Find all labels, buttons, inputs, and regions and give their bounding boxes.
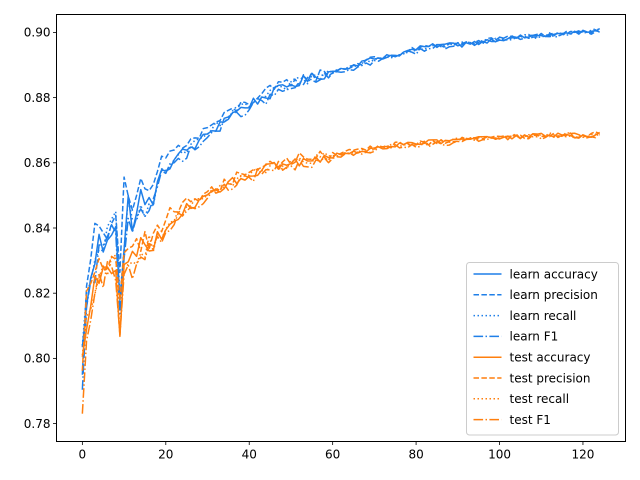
series-line-learn-accuracy — [81, 29, 601, 348]
legend-label-test-accuracy: test accuracy — [510, 351, 591, 365]
series-line-test-precision — [81, 131, 600, 371]
series-line-test-recall — [81, 132, 600, 356]
legend-label-test-precision: test precision — [510, 371, 591, 385]
x-tick-label: 0 — [79, 448, 87, 462]
series-line-learn-precision — [81, 27, 601, 375]
x-tick-label: 80 — [408, 448, 423, 462]
legend-box — [466, 262, 619, 436]
x-axis: 0 20 40 60 80 100 120 — [79, 441, 594, 462]
y-tick-label: 0.88 — [24, 91, 51, 105]
legend-label-test-recall: test recall — [510, 392, 570, 406]
plot-area — [81, 27, 601, 414]
legend: learn accuracy learn precision learn recal… — [466, 262, 619, 436]
legend-label-learn-accuracy: learn accuracy — [510, 267, 598, 281]
y-tick-label: 0.90 — [24, 26, 51, 40]
legend-label-learn-f1: learn F1 — [510, 330, 559, 344]
y-tick-label: 0.84 — [24, 221, 51, 235]
y-tick-label: 0.80 — [24, 352, 51, 366]
y-tick-label: 0.82 — [24, 286, 51, 300]
legend-label-test-f1: test F1 — [510, 413, 551, 427]
x-tick-label: 20 — [158, 448, 173, 462]
series-line-learn-f1 — [81, 30, 600, 390]
y-tick-label: 0.78 — [24, 417, 51, 431]
series-line-test-f1 — [81, 131, 601, 414]
legend-label-learn-precision: learn precision — [510, 288, 598, 302]
x-tick-label: 40 — [242, 448, 257, 462]
y-tick-label: 0.86 — [24, 156, 51, 170]
legend-label-learn-recall: learn recall — [510, 309, 577, 323]
x-tick-label: 120 — [571, 448, 594, 462]
x-tick-label: 100 — [488, 448, 511, 462]
x-tick-label: 60 — [325, 448, 340, 462]
y-axis: 0.78 0.80 0.82 0.84 0.86 0.88 0.90 — [24, 26, 57, 431]
